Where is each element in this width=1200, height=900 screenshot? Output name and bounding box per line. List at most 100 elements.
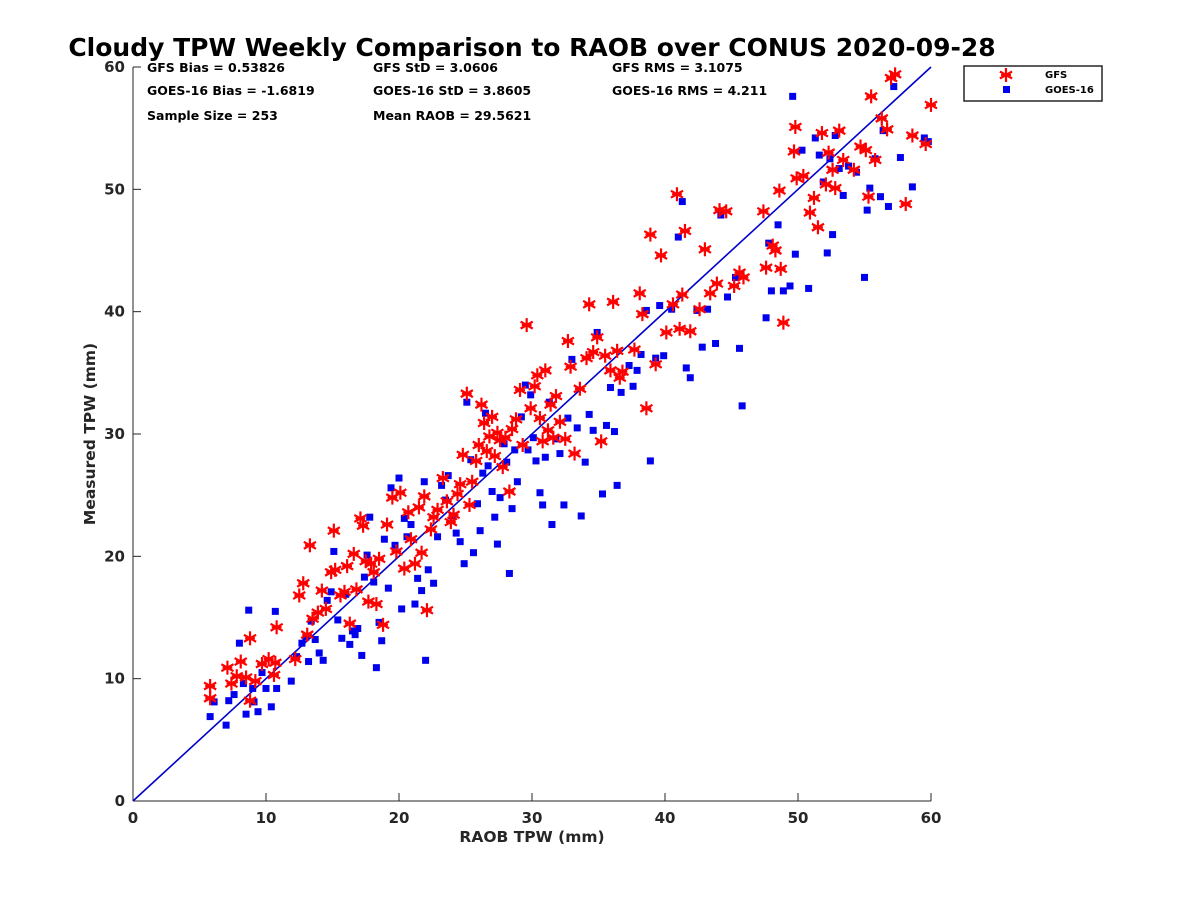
goes16-point bbox=[398, 605, 406, 613]
gfs-point bbox=[698, 242, 712, 257]
legend-box bbox=[963, 65, 1103, 102]
goes16-point bbox=[366, 513, 374, 521]
goes16-point bbox=[484, 462, 492, 470]
gfs-point bbox=[450, 486, 465, 501]
gfs-point bbox=[546, 430, 560, 445]
gfs-point bbox=[380, 517, 394, 532]
goes16-point bbox=[334, 616, 342, 624]
goes16-point bbox=[767, 287, 775, 295]
goes16-point bbox=[242, 710, 250, 718]
goes16-point bbox=[791, 250, 799, 258]
stat-mean-raob: Mean RAOB = 29.5621 bbox=[373, 108, 531, 123]
goes16-point bbox=[342, 590, 350, 598]
gfs-point bbox=[267, 667, 281, 682]
gfs-point bbox=[670, 187, 684, 202]
goes16-point bbox=[384, 584, 392, 592]
goes16-point bbox=[293, 653, 301, 661]
gfs-point bbox=[719, 204, 733, 219]
gfs-point bbox=[389, 544, 403, 559]
goes16-point bbox=[358, 651, 366, 659]
x-tick-label: 10 bbox=[256, 809, 277, 827]
gfs-point bbox=[579, 351, 594, 366]
gfs-point bbox=[327, 523, 341, 538]
gfs-point bbox=[502, 484, 517, 499]
gfs-point bbox=[224, 676, 239, 691]
goes16-point bbox=[823, 249, 831, 257]
goes16-point bbox=[529, 434, 537, 442]
goes16-point bbox=[712, 339, 720, 347]
gfs-point bbox=[815, 126, 829, 141]
goes16-point bbox=[378, 637, 386, 645]
gfs-point bbox=[414, 545, 429, 560]
gfs-point bbox=[460, 386, 474, 401]
gfs-point bbox=[649, 357, 663, 372]
y-tick-label: 60 bbox=[104, 58, 125, 76]
gfs-point bbox=[337, 584, 352, 599]
goes16-point bbox=[418, 587, 426, 595]
goes16-point bbox=[521, 381, 529, 389]
gfs-point bbox=[347, 546, 361, 561]
y-axis-label: Measured TPW (mm) bbox=[81, 343, 99, 525]
stat-goes-rms: GOES-16 RMS = 4.211 bbox=[612, 83, 767, 98]
goes16-point bbox=[556, 450, 564, 458]
gfs-point bbox=[496, 460, 510, 475]
gfs-point bbox=[203, 691, 217, 706]
goes16-point bbox=[738, 402, 746, 410]
goes16-point bbox=[387, 484, 395, 492]
chart-title: Cloudy TPW Weekly Comparison to RAOB ove… bbox=[68, 33, 995, 62]
goes16-point bbox=[230, 691, 238, 699]
goes16-point bbox=[346, 640, 354, 648]
goes16-point bbox=[302, 633, 310, 641]
gfs-point bbox=[768, 243, 783, 258]
legend-gfs-marker bbox=[999, 68, 1013, 82]
gfs-point bbox=[239, 670, 253, 685]
goes16-point bbox=[589, 426, 597, 434]
goes16-point bbox=[831, 132, 839, 140]
gfs-point bbox=[756, 204, 771, 219]
goes16-point bbox=[779, 287, 787, 295]
goes16-point bbox=[503, 458, 511, 466]
gfs-point bbox=[220, 660, 235, 675]
gfs-point bbox=[243, 693, 257, 708]
gfs-point bbox=[836, 152, 850, 167]
legend: GFS GOES-16 bbox=[963, 65, 1103, 102]
gfs-point bbox=[505, 422, 519, 437]
gfs-point bbox=[465, 474, 479, 489]
gfs-point bbox=[861, 189, 876, 204]
gfs-point bbox=[727, 278, 741, 293]
gfs-point bbox=[610, 343, 624, 358]
goes16-point bbox=[258, 669, 266, 677]
goes16-point bbox=[866, 184, 874, 192]
goes16-point bbox=[315, 649, 323, 657]
y-tick-label: 10 bbox=[104, 670, 125, 688]
goes16-point bbox=[298, 639, 306, 647]
goes16-point bbox=[568, 355, 576, 363]
goes16-point bbox=[420, 478, 428, 486]
goes16-point bbox=[496, 494, 504, 502]
gfs-point bbox=[488, 449, 502, 464]
gfs-point bbox=[369, 597, 384, 612]
goes16-point bbox=[573, 424, 581, 432]
goes16-point bbox=[235, 639, 243, 647]
x-tick-label: 30 bbox=[522, 809, 543, 827]
gfs-point bbox=[456, 447, 470, 462]
gfs-point bbox=[683, 324, 697, 339]
stat-sample-size: Sample Size = 253 bbox=[147, 108, 278, 123]
goes16-point bbox=[629, 382, 637, 390]
gfs-point bbox=[590, 330, 604, 345]
goes16-point bbox=[395, 474, 403, 482]
goes16-point bbox=[876, 193, 884, 201]
goes16-point bbox=[469, 549, 477, 557]
gfs-point bbox=[349, 582, 364, 597]
goes16-point bbox=[479, 469, 487, 477]
goes16-point bbox=[826, 155, 834, 163]
goes16-point bbox=[890, 83, 898, 91]
goes16-point bbox=[438, 481, 446, 489]
goes16-point bbox=[660, 352, 668, 360]
gfs-point bbox=[524, 401, 538, 416]
goes16-point bbox=[625, 361, 633, 369]
gfs-point bbox=[485, 409, 499, 424]
goes16-point bbox=[861, 273, 868, 281]
gfs-point bbox=[513, 382, 527, 397]
